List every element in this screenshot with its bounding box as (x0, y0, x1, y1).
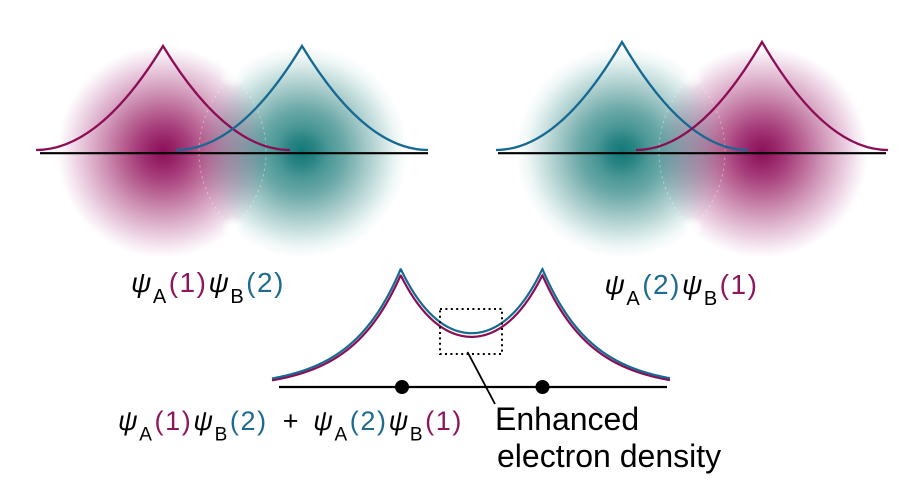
svg-text:ψA(1)ψB(2): ψA(1)ψB(2) (131, 267, 285, 308)
svg-text:electron density: electron density (497, 438, 721, 474)
svg-text:ψA(2)ψB(1): ψA(2)ψB(1) (605, 269, 759, 310)
svg-text:ψA(1)ψB(2) + ψA(2)ψB(1): ψA(1)ψB(2) + ψA(2)ψB(1) (118, 406, 463, 446)
svg-text:Enhanced: Enhanced (495, 401, 639, 437)
